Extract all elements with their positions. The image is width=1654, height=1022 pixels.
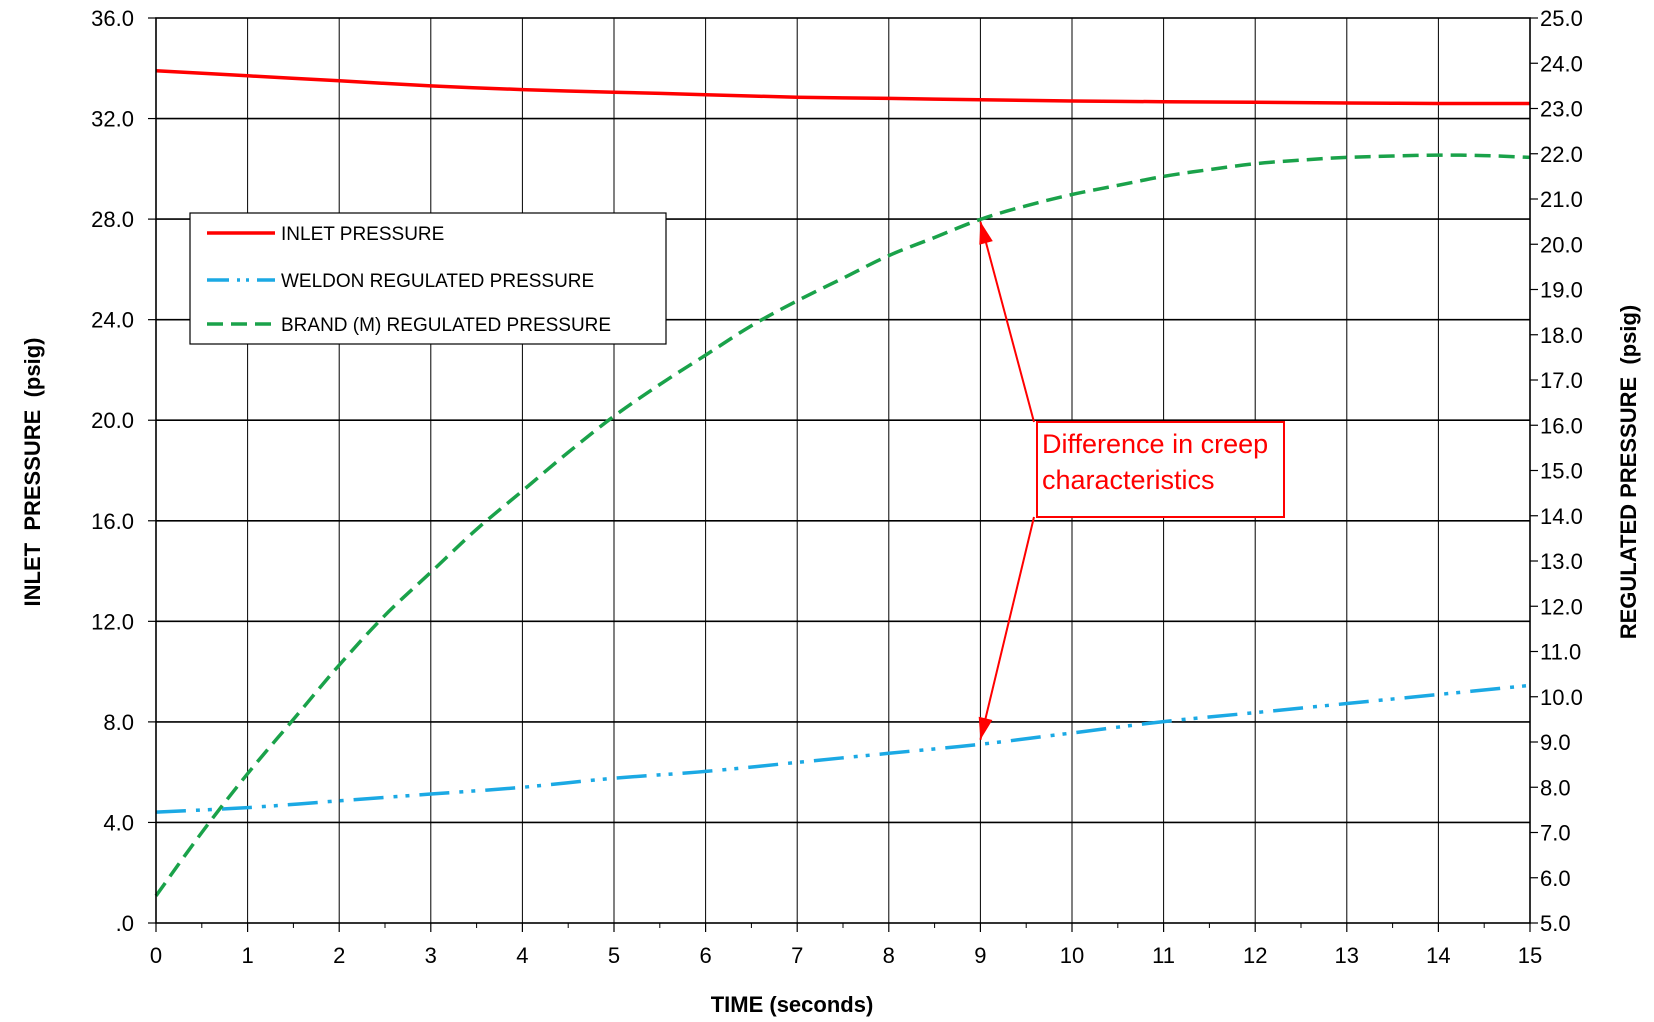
right-y-tick-label: 22.0 [1540,142,1583,167]
right-y-tick-label: 23.0 [1540,97,1583,122]
right-y-tick-label: 8.0 [1540,775,1571,800]
annotation-line-2: characteristics [1042,465,1215,495]
plot-frame [155,17,1531,924]
right-y-tick-label: 25.0 [1540,6,1583,31]
right-y-axis-title: REGULATED PRESSURE (psig) [1616,305,1641,640]
tick-labels: 0 1 2 3 4 5 6 7 8 9 10 11 12 13 14 15.04.08.012.016.020… [91,6,1583,968]
left-y-tick-label: 32.0 [91,107,134,132]
x-tick-label: 12 [1243,943,1267,968]
left-y-tick-label: 8.0 [103,710,134,735]
left-y-tick-label: .0 [116,911,134,936]
right-y-tick-label: 16.0 [1540,413,1583,438]
right-y-tick-label: 11.0 [1540,640,1581,665]
right-y-tick-label: 7.0 [1540,821,1571,846]
annotation-box [1036,421,1285,518]
gridlines [156,18,1530,923]
left-y-tick-label: 36.0 [91,6,134,31]
annotation-arrow-down [979,516,1035,740]
x-tick-label: 1 [241,943,253,968]
annotation-line-1: Difference in creep [1042,429,1268,459]
annotation-arrowhead-up [979,221,993,245]
right-y-tick-label: 19.0 [1540,278,1583,303]
inlet-pressure-line [155,69,1531,106]
right-y-tick-label: 12.0 [1540,594,1583,619]
legend-label-brand-m: BRAND (M) REGULATED PRESSURE [281,315,611,336]
x-tick-label: 6 [699,943,711,968]
x-tick-label: 9 [974,943,986,968]
x-tick-label: 0 [150,943,162,968]
legend-label-weldon: WELDON REGULATED PRESSURE [281,271,594,292]
x-tick-label: 5 [608,943,620,968]
left-y-tick-label: 16.0 [91,509,134,534]
x-axis-title: TIME (seconds) [711,992,874,1017]
axes [148,17,1538,932]
left-y-tick-label: 4.0 [103,810,134,835]
x-tick-label: 14 [1426,943,1450,968]
left-y-tick-label: 28.0 [91,207,134,232]
x-tick-label: 10 [1060,943,1084,968]
weldon-regulated-pressure-line [155,683,1531,814]
x-tick-label: 7 [791,943,803,968]
left-y-tick-label: 20.0 [91,408,134,433]
x-tick-label: 3 [425,943,437,968]
brand-m-regulated-pressure-line [154,153,1531,897]
right-y-tick-label: 5.0 [1540,911,1571,936]
right-y-tick-label: 9.0 [1540,730,1571,755]
annotation: Difference in creep characteristics [978,221,1285,740]
left-y-axis-title: INLET PRESSURE (psig) [20,338,45,607]
annotation-arrow-up [979,221,1035,423]
right-y-tick-label: 14.0 [1540,504,1583,529]
right-y-tick-label: 18.0 [1540,323,1583,348]
right-y-tick-label: 21.0 [1540,187,1583,212]
right-y-tick-label: 15.0 [1540,459,1583,484]
x-tick-label: 4 [516,943,528,968]
legend: INLET PRESSURE WELDON REGULATED PRESSURE… [189,212,667,345]
right-y-tick-label: 24.0 [1540,51,1583,76]
series-group [154,69,1531,897]
right-y-tick-label: 10.0 [1540,685,1583,710]
x-tick-label: 13 [1335,943,1359,968]
x-tick-label: 11 [1152,943,1175,968]
annotation-arrowhead-down [978,716,993,740]
right-y-tick-label: 13.0 [1540,549,1583,574]
left-y-tick-label: 24.0 [91,308,134,333]
right-y-tick-label: 20.0 [1540,232,1583,257]
x-tick-label: 15 [1518,943,1542,968]
right-y-tick-label: 17.0 [1540,368,1583,393]
left-y-tick-label: 12.0 [91,609,134,634]
right-y-tick-label: 6.0 [1540,866,1571,891]
x-tick-label: 8 [883,943,895,968]
legend-label-inlet: INLET PRESSURE [281,224,444,245]
x-tick-label: 2 [333,943,345,968]
